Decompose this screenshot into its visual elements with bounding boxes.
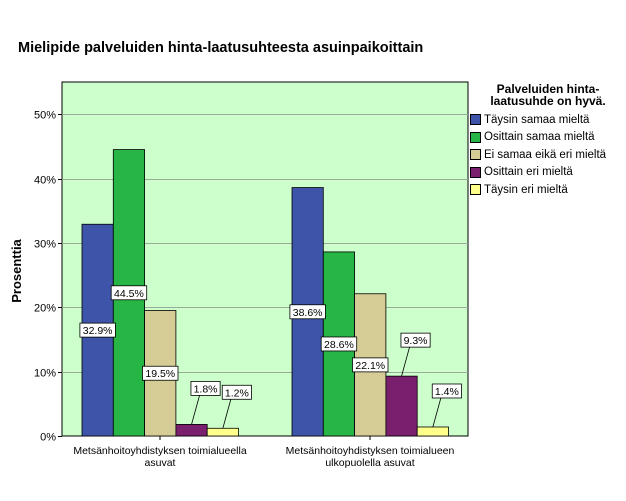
legend: Palveluiden hinta- laatusuhde on hyvä. T…	[470, 83, 626, 199]
legend-item-taysin-eri: Täysin eri mieltä	[470, 181, 626, 199]
x-tick-label: ulkopuolella asuvat	[325, 457, 414, 469]
legend-label: Ei samaa eikä eri mieltä	[484, 148, 607, 161]
x-tick-label: asuvat	[145, 457, 176, 469]
legend-item-taysin-samaa: Täysin samaa mieltä	[470, 111, 626, 129]
y-tick-label: 50%	[34, 110, 56, 122]
chart-title: Mielipide palveluiden hinta-laatusuhtees…	[18, 40, 424, 56]
data-label-box	[79, 322, 116, 338]
data-label: 32.9%	[83, 325, 113, 337]
data-label: 19.5%	[145, 368, 175, 380]
legend-item-osittain-samaa: Osittain samaa mieltä	[470, 129, 626, 147]
legend-title: Palveluiden hinta- laatusuhde on hyvä.	[470, 83, 626, 107]
legend-label: Osittain samaa mieltä	[484, 131, 595, 144]
y-axis-label: Prosenttia	[9, 238, 24, 302]
y-tick-label: 30%	[34, 239, 56, 251]
data-label-box	[142, 365, 179, 381]
data-label: 1.8%	[194, 383, 218, 395]
data-label: 9.3%	[404, 335, 428, 347]
data-label-box	[431, 383, 462, 399]
legend-swatch	[470, 184, 481, 196]
legend-item-ei-samaa-eika-eri: Ei samaa eikä eri mieltä	[470, 146, 626, 164]
data-label-box	[110, 285, 148, 301]
data-label-box	[221, 384, 252, 400]
data-label-box	[289, 304, 326, 320]
legend-swatch	[470, 131, 481, 143]
data-label: 1.2%	[225, 387, 249, 399]
x-tick-label: Metsänhoitoyhdistyksen toimialueen	[286, 445, 455, 457]
data-label: 1.4%	[435, 386, 459, 398]
x-tick-label: Metsänhoitoyhdistyksen toimialueella	[73, 445, 247, 457]
legend-label: Osittain eri mieltä	[484, 166, 573, 179]
data-label-leader	[401, 347, 410, 377]
data-label-box	[190, 381, 221, 396]
y-tick-label: 10%	[34, 368, 56, 380]
legend-swatch	[470, 114, 481, 126]
legend-label: Täysin samaa mieltä	[484, 113, 590, 126]
data-label-box	[352, 357, 389, 373]
bar	[385, 375, 418, 437]
data-label-leader	[191, 395, 200, 425]
legend-title-line-1: Palveluiden hinta-	[496, 82, 600, 96]
legend-title-line-2: laatusuhde on hyvä.	[490, 94, 606, 108]
data-label: 44.5%	[114, 288, 144, 300]
data-label-box	[320, 336, 358, 352]
data-label: 28.6%	[324, 339, 354, 351]
bar	[416, 426, 449, 437]
data-label-leader	[222, 399, 232, 429]
y-tick-label: 40%	[34, 175, 56, 187]
data-label-leader	[432, 397, 442, 428]
y-tick-label: 20%	[34, 303, 56, 315]
y-tick-label: 0%	[40, 432, 56, 444]
bar	[206, 427, 239, 437]
legend-label: Täysin eri mieltä	[484, 183, 568, 196]
legend-item-osittain-eri: Osittain eri mieltä	[470, 164, 626, 182]
legend-swatch	[470, 166, 481, 178]
legend-swatch	[470, 149, 481, 161]
data-label: 22.1%	[355, 360, 385, 372]
data-label-box	[400, 332, 431, 348]
data-label: 38.6%	[293, 307, 323, 319]
bar	[175, 424, 208, 437]
